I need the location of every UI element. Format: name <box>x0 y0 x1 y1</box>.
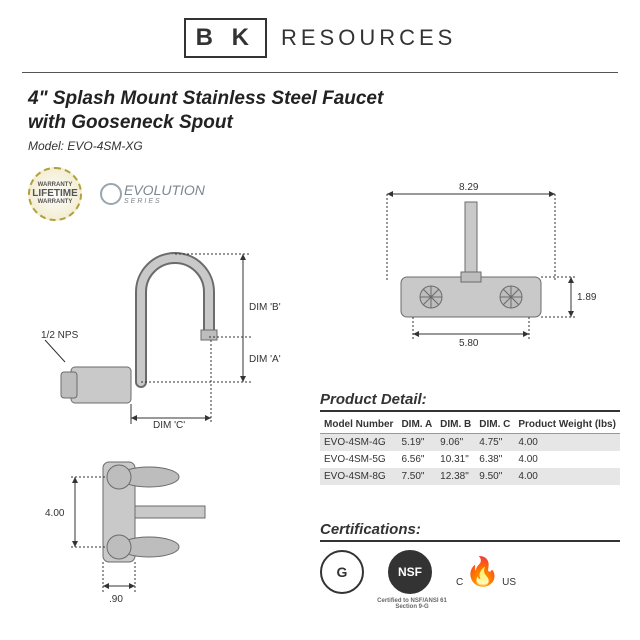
col-dimc: DIM. C <box>475 416 514 434</box>
bottom-depth: .90 <box>109 594 123 605</box>
product-detail: Product Detail: Model Number DIM. A DIM.… <box>320 391 620 485</box>
product-title-line2: with Gooseneck Spout <box>28 111 612 135</box>
evolution-badge: EVOLUTION SERIES <box>100 182 205 205</box>
front-width: 8.29 <box>459 182 479 193</box>
certifications: Certifications: G NSF Certified to NSF/A… <box>320 521 620 594</box>
table-header-row: Model Number DIM. A DIM. B DIM. C Produc… <box>320 416 620 434</box>
table-cell: 6.56" <box>397 451 436 468</box>
brand-name: RESOURCES <box>281 25 456 51</box>
model-label: Model: <box>28 139 64 153</box>
product-title-line1: 4" Splash Mount Stainless Steel Faucet <box>28 87 612 111</box>
table-row: EVO-4SM-5G6.56"10.31"6.38"4.00 <box>320 451 620 468</box>
cert-nsf-text: NSF <box>398 565 422 579</box>
cert-csa-icon: C 🔥 US <box>456 555 516 588</box>
nps-label: 1/2 NPS <box>41 330 78 341</box>
cert-g-icon: G <box>320 550 364 594</box>
table-cell: 5.19" <box>397 433 436 451</box>
cert-row: G NSF Certified to NSF/ANSI 61 Section 9… <box>320 550 620 594</box>
certs-heading: Certifications: <box>320 521 620 542</box>
bk-logo: B K <box>184 18 267 58</box>
bottom-view-diagram: 4.00 .90 <box>40 431 240 611</box>
detail-table: Model Number DIM. A DIM. B DIM. C Produc… <box>320 416 620 485</box>
model-line: Model: EVO-4SM-XG <box>28 139 612 153</box>
table-cell: EVO-4SM-5G <box>320 451 397 468</box>
title-block: 4" Splash Mount Stainless Steel Faucet w… <box>0 73 640 157</box>
cert-nsf-icon: NSF Certified to NSF/ANSI 61 Section 9-G <box>388 550 432 594</box>
cert-nsf-sub: Certified to NSF/ANSI 61 Section 9-G <box>372 598 452 610</box>
bottom-height: 4.00 <box>45 508 65 519</box>
table-cell: EVO-4SM-4G <box>320 433 397 451</box>
header: B K RESOURCES <box>0 0 640 72</box>
front-view-diagram: 8.29 1.89 5.80 <box>350 181 610 341</box>
warranty-bot: WARRANTY <box>38 199 73 205</box>
side-view-diagram: DIM 'C' DIM 'B' DIM 'A' 1/2 NPS <box>40 231 300 421</box>
table-row: EVO-4SM-4G5.19"9.06"4.75"4.00 <box>320 433 620 451</box>
table-cell: 4.00 <box>514 433 620 451</box>
table-cell: 4.00 <box>514 468 620 485</box>
dim-b-label: DIM 'B' <box>249 302 281 313</box>
warranty-mid: LIFETIME <box>32 188 78 199</box>
front-height: 1.89 <box>577 292 597 303</box>
table-cell: 12.38" <box>436 468 475 485</box>
col-weight: Product Weight (lbs) <box>514 416 620 434</box>
warranty-badge: WARRANTY LIFETIME WARRANTY <box>28 167 82 221</box>
evolution-ring-icon <box>100 183 122 205</box>
table-cell: 10.31" <box>436 451 475 468</box>
cert-g-text: G <box>337 564 348 580</box>
dim-c-label: DIM 'C' <box>153 420 185 431</box>
dim-a-label: DIM 'A' <box>249 354 281 365</box>
table-row: EVO-4SM-8G7.50"12.38"9.50"4.00 <box>320 468 620 485</box>
evolution-text: EVOLUTION <box>124 182 205 198</box>
csa-flame-icon: 🔥 <box>465 555 500 588</box>
csa-c: C <box>456 577 463 588</box>
csa-us: US <box>502 577 516 588</box>
model-value: EVO-4SM-XG <box>67 139 142 153</box>
table-cell: 9.50" <box>475 468 514 485</box>
evolution-sub: SERIES <box>124 198 205 205</box>
table-cell: 7.50" <box>397 468 436 485</box>
detail-heading: Product Detail: <box>320 391 620 412</box>
col-dima: DIM. A <box>397 416 436 434</box>
front-base: 5.80 <box>459 338 479 349</box>
table-cell: 9.06" <box>436 433 475 451</box>
col-dimb: DIM. B <box>436 416 475 434</box>
table-cell: EVO-4SM-8G <box>320 468 397 485</box>
table-cell: 6.38" <box>475 451 514 468</box>
col-model: Model Number <box>320 416 397 434</box>
table-cell: 4.75" <box>475 433 514 451</box>
table-cell: 4.00 <box>514 451 620 468</box>
